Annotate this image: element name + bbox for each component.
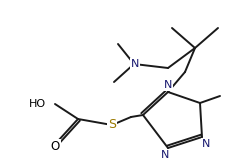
Text: N: N [164,80,172,90]
Text: S: S [108,119,116,131]
Text: N: N [131,59,139,69]
Text: HO: HO [29,99,46,109]
Text: N: N [161,150,169,160]
Text: O: O [50,139,60,152]
Text: N: N [202,139,210,149]
